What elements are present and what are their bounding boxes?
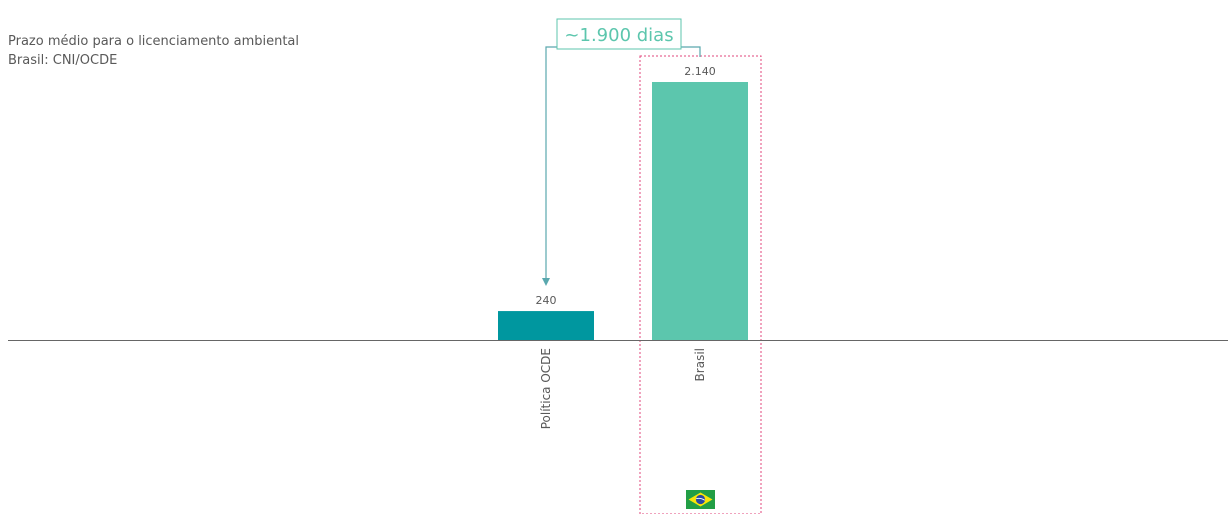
value-label-politica-ocde: 240 [536,294,557,307]
brazil-flag-icon [686,490,715,509]
chart-title: Prazo médio para o licenciamento ambient… [8,34,299,49]
category-label-politica-ocde: Política OCDE [539,348,553,429]
value-label-brasil: 2.140 [684,65,716,78]
difference-bracket-right [679,46,701,57]
callout-box [556,18,682,50]
arrow-head-icon [542,278,550,286]
category-label-brasil: Brasil [693,348,707,381]
difference-arrow-line [545,46,557,278]
difference-annotation: ~1.900 dias [542,18,701,286]
bars: 240 Política OCDE 2.140 Brasil [498,65,748,429]
bar-politica-ocde [498,311,594,340]
chart-subtitle: Brasil: CNI/OCDE [8,53,117,68]
callout-text: ~1.900 dias [564,25,673,46]
bar-brasil [652,82,748,340]
